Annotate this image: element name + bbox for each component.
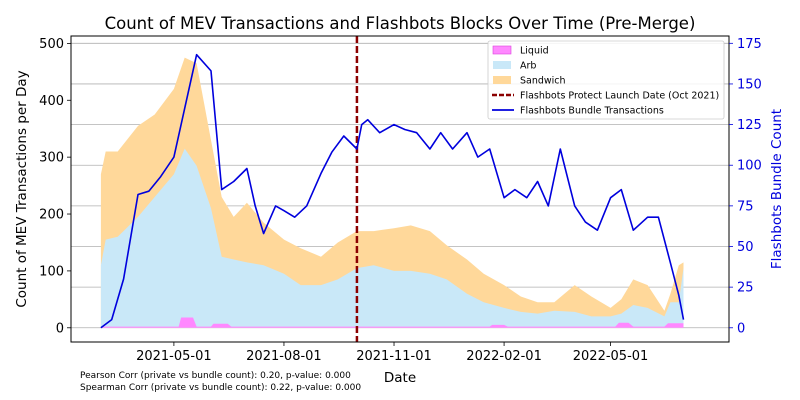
bundle-transactions-line	[100, 53, 685, 329]
y-axis-label-left: Count of MEV Transactions per Day	[14, 70, 30, 307]
legend: Liquid Arb Sandwich Flashbots Protect Launc…	[487, 40, 725, 120]
legend-swatch	[492, 45, 512, 55]
y-left-tick-label: 500	[39, 37, 64, 52]
y-left-tick-label: 0	[56, 321, 64, 336]
legend-swatch	[493, 61, 511, 69]
legend-label: Arb	[520, 61, 536, 72]
x-tick-label: 2021-05-01	[136, 349, 212, 364]
sandwich-area	[100, 57, 684, 328]
liquid-area	[100, 317, 684, 328]
spearman-footnote: Spearman Corr (private vs bundle count):…	[80, 383, 362, 393]
x-tick-label: 2021-08-01	[246, 349, 322, 364]
plot-frame	[70, 35, 730, 343]
y-right-tick-label: 0	[737, 321, 745, 336]
y-right-tick-label: 175	[737, 37, 762, 52]
legend-box	[487, 40, 725, 120]
x-tick-label: 2021-11-01	[356, 349, 432, 364]
y-left-tick-label: 300	[39, 151, 64, 166]
y-right-tick-label: 50	[737, 240, 754, 255]
legend-label: Flashbots Protect Launch Date (Oct 2021)	[520, 91, 719, 102]
y-right-tick-label: 25	[737, 281, 754, 296]
legend-label: Flashbots Bundle Transactions	[520, 106, 664, 117]
y-left-tick-label: 400	[39, 94, 64, 109]
axes: 2021-05-01 2021-08-01 2021-11-01 2022-02-01…	[39, 37, 762, 364]
y-right-tick-label: 150	[737, 77, 762, 92]
x-tick-label: 2022-02-01	[466, 349, 542, 364]
x-axis-label: Date	[384, 370, 416, 386]
y-right-tick-label: 125	[737, 118, 762, 133]
y-right-tick-label: 100	[737, 159, 762, 174]
y-left-tick-label: 100	[39, 264, 64, 279]
legend-label: Liquid	[520, 46, 549, 57]
plot-area	[71, 36, 729, 342]
legend-label: Sandwich	[520, 76, 566, 87]
chart-title: Count of MEV Transactions and Flashbots …	[105, 14, 696, 33]
arb-area	[100, 148, 684, 328]
y-axis-label-right: Flashbots Bundle Count	[769, 109, 785, 269]
pearson-footnote: Pearson Corr (private vs bundle count): …	[80, 371, 351, 381]
x-tick-label: 2022-05-01	[573, 349, 649, 364]
legend-swatch	[493, 76, 511, 84]
y-left-tick-label: 200	[39, 208, 64, 223]
y-right-tick-label: 75	[737, 199, 754, 214]
